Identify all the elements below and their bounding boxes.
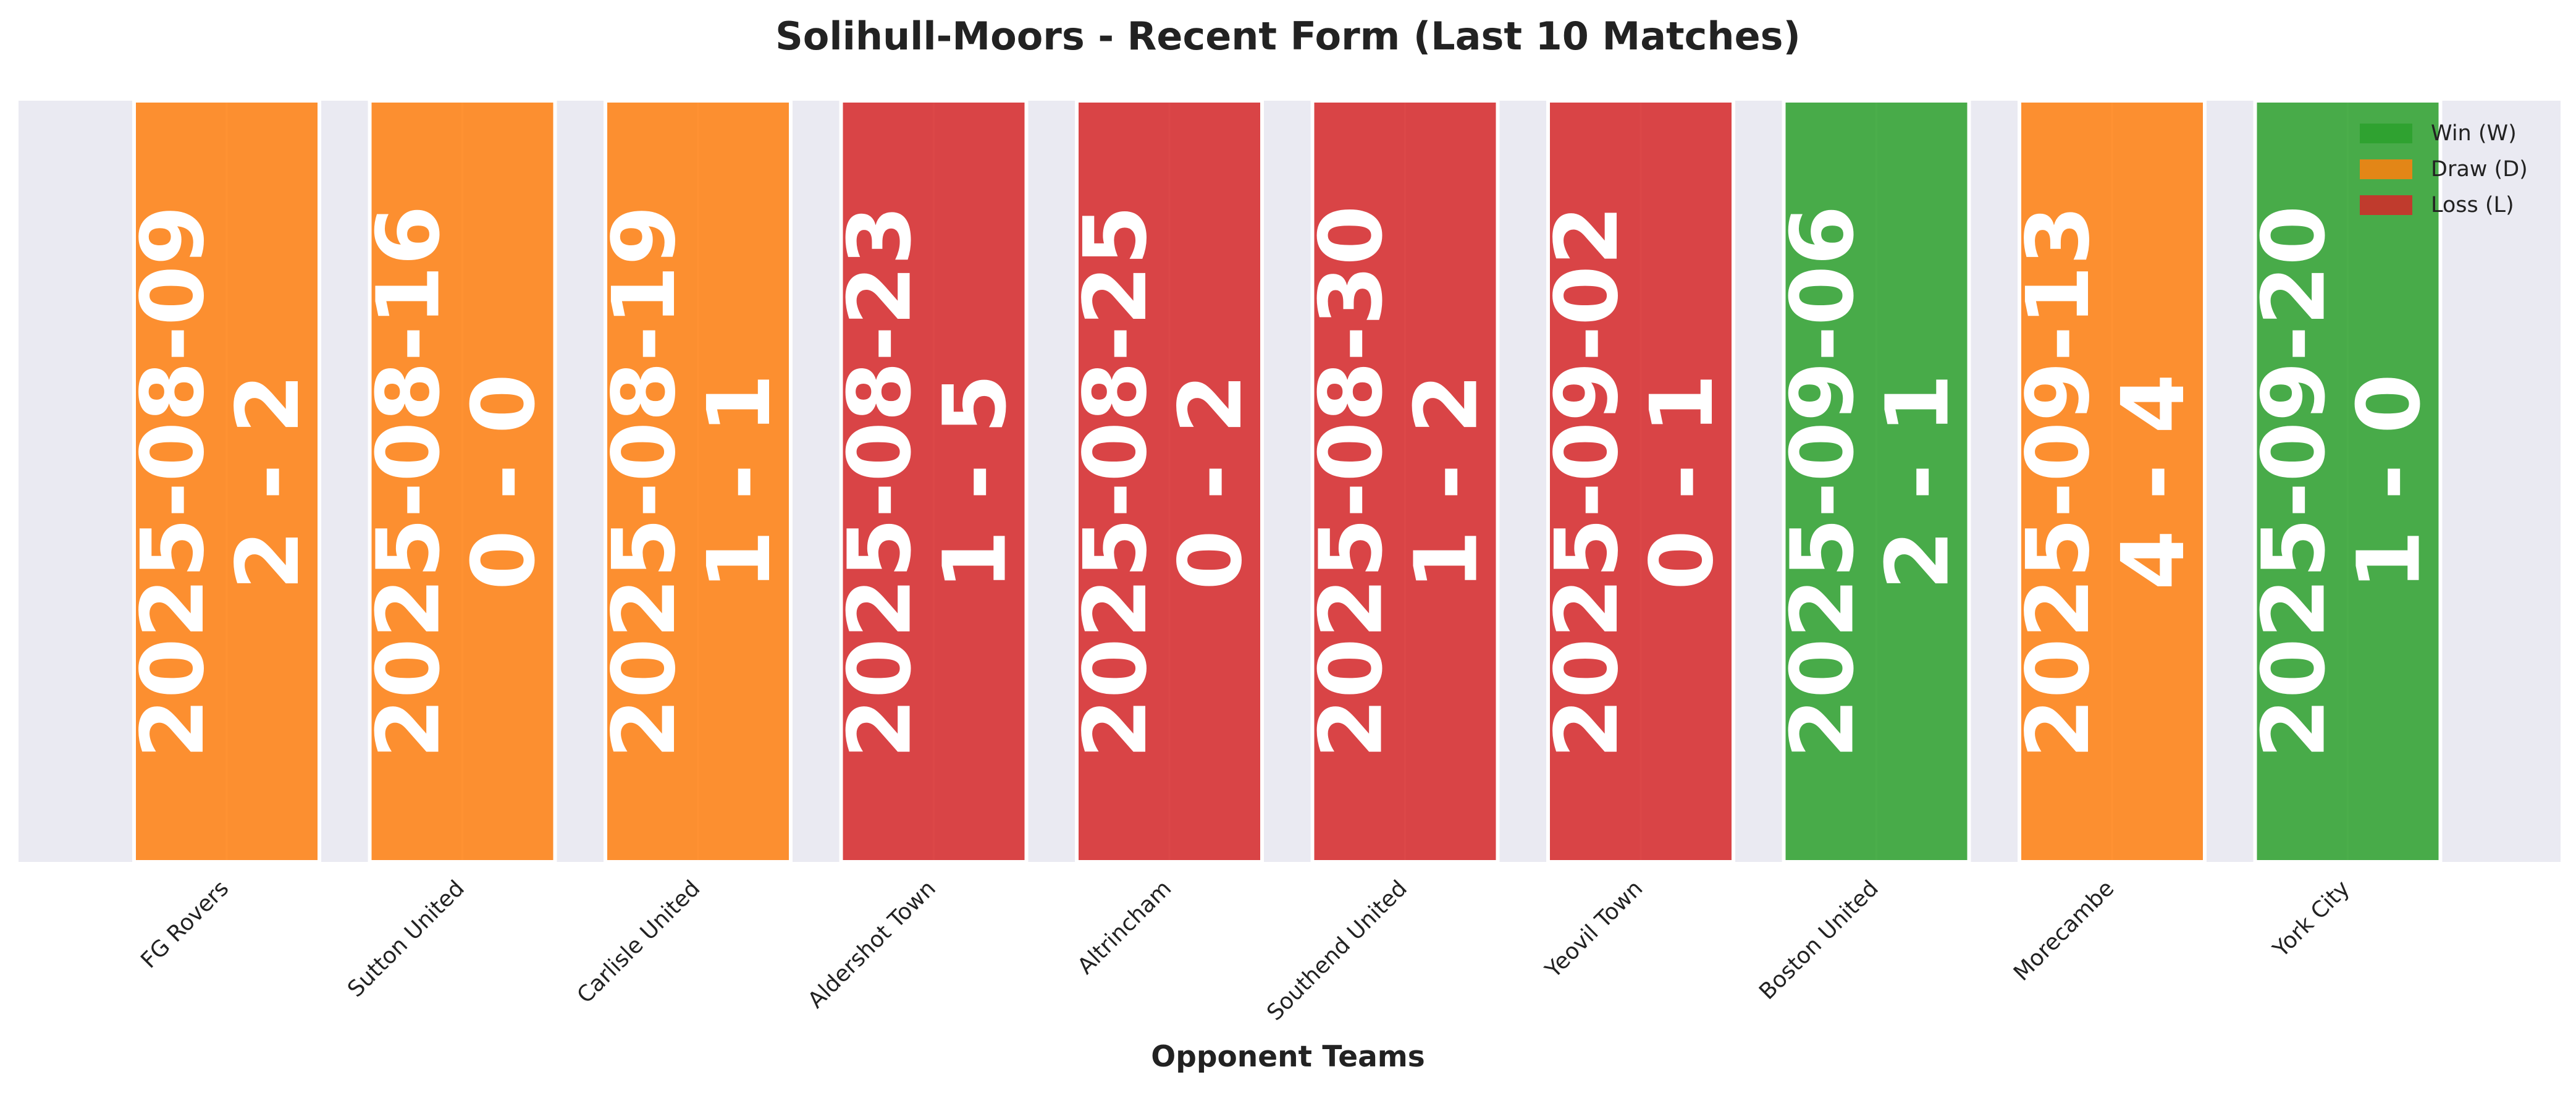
bar-label: 2025-08-301 - 2 <box>1302 205 1497 759</box>
legend-label: Draw (D) <box>2431 157 2528 182</box>
bars-group: 2025-08-092 - 2 2025-08-160 - 0 2025-08-19… <box>123 99 2443 864</box>
bar-group: 2025-08-160 - 0 <box>359 99 557 864</box>
match-score: 1 - 2 <box>1397 374 1497 590</box>
x-axis-label: Opponent Teams <box>1151 1040 1425 1074</box>
x-tick-label: Carlisle United <box>573 876 705 1008</box>
bar-group: 2025-08-092 - 2 <box>123 99 321 864</box>
bar-label: 2025-08-191 - 1 <box>594 205 790 759</box>
x-tick-label: York City <box>2268 876 2355 963</box>
bar-label: 2025-08-160 - 0 <box>359 205 555 759</box>
match-date: 2025-08-25 <box>1066 205 1166 759</box>
x-tick-label: Yeovil Town <box>1540 876 1648 983</box>
bar-label: 2025-09-062 - 1 <box>1773 205 1969 759</box>
match-score: 0 - 2 <box>1161 374 1261 590</box>
match-score: 1 - 5 <box>925 374 1026 590</box>
match-date: 2025-09-02 <box>1537 205 1638 759</box>
match-score: 1 - 0 <box>2339 374 2440 590</box>
match-date: 2025-09-13 <box>2008 205 2109 759</box>
bar-label: 2025-09-134 - 4 <box>2008 205 2204 759</box>
bar <box>1782 99 1971 864</box>
bar-group: 2025-09-062 - 1 <box>1773 99 1971 864</box>
chart-title: Solihull-Moors - Recent Form (Last 10 Ma… <box>775 14 1801 59</box>
bar <box>368 99 557 864</box>
bar-label: 2025-09-201 - 0 <box>2244 205 2440 759</box>
match-date: 2025-08-19 <box>594 205 695 759</box>
x-tick-label: FG Rovers <box>136 876 234 973</box>
bar-group: 2025-08-231 - 5 <box>830 99 1029 864</box>
bar-group: 2025-09-134 - 4 <box>2008 99 2207 864</box>
match-date: 2025-09-06 <box>1773 205 1874 759</box>
match-date: 2025-08-09 <box>123 205 224 759</box>
legend-item: Draw (D) <box>2360 157 2528 182</box>
match-date: 2025-08-30 <box>1302 205 1402 759</box>
legend-item: Loss (L) <box>2360 193 2514 217</box>
bar-group: 2025-08-301 - 2 <box>1302 99 1500 864</box>
bar-group: 2025-08-250 - 2 <box>1066 99 1264 864</box>
bar <box>2018 99 2207 864</box>
bar-label: 2025-09-020 - 1 <box>1537 205 1733 759</box>
match-score: 0 - 0 <box>454 374 555 590</box>
x-tick-labels: FG Rovers Sutton United Carlisle United Ald… <box>136 876 2355 1026</box>
bar <box>839 99 1029 864</box>
match-score: 1 - 1 <box>689 374 790 590</box>
match-date: 2025-09-20 <box>2244 205 2345 759</box>
bar <box>2253 99 2443 864</box>
match-score: 4 - 4 <box>2103 374 2204 590</box>
bar <box>1546 99 1735 864</box>
bar <box>132 99 321 864</box>
x-tick-label: Morecambe <box>2009 876 2119 985</box>
bar-group: 2025-08-191 - 1 <box>594 99 793 864</box>
legend: Win (W) Draw (D) Loss (L) <box>2360 121 2528 217</box>
match-date: 2025-08-16 <box>359 205 460 759</box>
x-tick-label: Boston United <box>1754 876 1884 1005</box>
match-score: 0 - 1 <box>1632 374 1733 590</box>
legend-swatch <box>2360 159 2412 179</box>
bar-group: 2025-09-201 - 0 <box>2244 99 2443 864</box>
x-tick-label: Southend United <box>1262 876 1412 1026</box>
bar-label: 2025-08-250 - 2 <box>1066 205 1261 759</box>
legend-item: Win (W) <box>2360 121 2517 146</box>
x-tick-label: Aldershot Town <box>803 876 941 1013</box>
legend-label: Win (W) <box>2431 121 2517 146</box>
x-tick-label: Altrincham <box>1073 876 1177 979</box>
match-score: 2 - 2 <box>218 374 319 590</box>
legend-swatch <box>2360 195 2412 215</box>
bar-group: 2025-09-020 - 1 <box>1537 99 1735 864</box>
match-date: 2025-08-23 <box>830 205 931 759</box>
bar-label: 2025-08-092 - 2 <box>123 205 319 759</box>
legend-swatch <box>2360 124 2412 143</box>
bar-label: 2025-08-231 - 5 <box>830 205 1026 759</box>
match-score: 2 - 1 <box>1868 374 1969 590</box>
bar <box>604 99 793 864</box>
bar <box>1310 99 1500 864</box>
x-tick-label: Sutton United <box>343 876 469 1002</box>
bar <box>1075 99 1264 864</box>
legend-label: Loss (L) <box>2431 193 2514 217</box>
